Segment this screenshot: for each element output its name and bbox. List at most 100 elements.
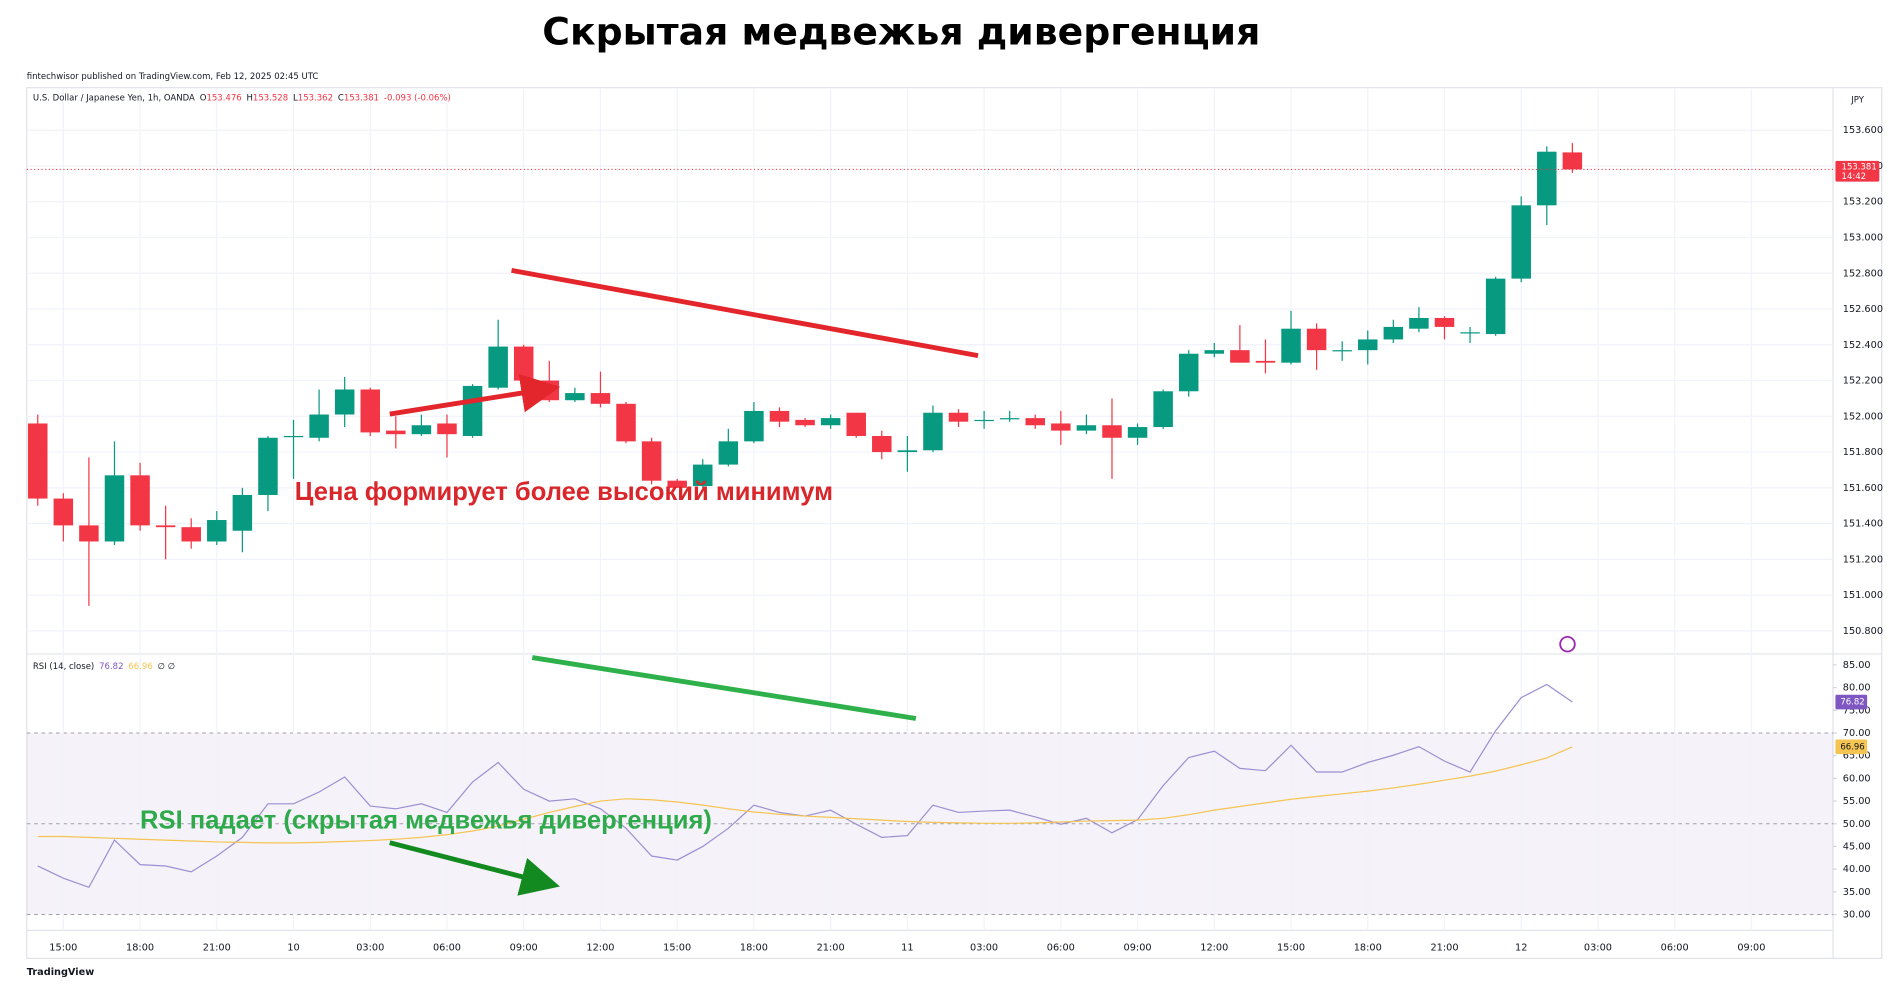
high-letter: H (247, 93, 253, 103)
candle-body (1255, 360, 1276, 363)
x-tick-label: 21:00 (203, 942, 231, 953)
x-tick-label: 21:00 (1430, 942, 1458, 953)
candle-body (1230, 350, 1250, 363)
published-note: fintechwisor published on TradingView.co… (27, 72, 319, 82)
last-price-tag (1835, 160, 1880, 182)
y-tick-label: 153.600 (1843, 125, 1883, 136)
candle-body (1460, 332, 1480, 334)
price-arrow (389, 373, 561, 417)
symbol: U.S. Dollar / Japanese Yen, 1h, OANDA (33, 93, 195, 103)
candle-body (923, 412, 943, 451)
candle-body (1358, 339, 1378, 351)
candle-body (1434, 317, 1455, 327)
y-tick-label: 152.400 (1843, 340, 1883, 351)
x-tick-label: 11 (901, 942, 913, 953)
x-tick-label: 06:00 (433, 942, 461, 953)
rsi-trend-line (531, 655, 917, 721)
x-tick-label: 09:00 (510, 942, 538, 953)
x-tick-label: 03:00 (1584, 942, 1612, 953)
y-tick-label: 35.00 (1843, 887, 1871, 898)
candle-body (181, 527, 201, 542)
price-trend-line (511, 267, 979, 358)
candle-body (232, 494, 253, 531)
candle-body (1537, 151, 1557, 206)
value-tag (1835, 694, 1868, 710)
candle-body (411, 425, 432, 435)
x-tick-label: 21:00 (817, 942, 845, 953)
candle-body (616, 403, 636, 442)
candle-body (1332, 350, 1352, 352)
x-tick-label: 12 (1515, 942, 1527, 953)
candle-body (462, 385, 483, 436)
candle-body (948, 412, 969, 422)
high-value: 153.528 (253, 93, 288, 103)
y-tick-label: 50.00 (1843, 819, 1871, 830)
x-tick-label: 12:00 (1200, 942, 1228, 953)
x-tick-label: 03:00 (970, 942, 998, 953)
x-tick-label: 06:00 (1661, 942, 1689, 953)
y-tick-label: 85.00 (1843, 660, 1871, 671)
price-annotation: Цена формирует более высокий минимум (295, 478, 833, 506)
x-tick-label: 06:00 (1047, 942, 1075, 953)
candle-body (28, 423, 48, 499)
candle-body (258, 437, 278, 495)
candle-body (897, 450, 918, 453)
y-tick-label: 151.600 (1843, 483, 1883, 494)
x-tick-label: 18:00 (126, 942, 154, 953)
y-tick-label: 151.000 (1843, 590, 1883, 601)
candle-body (1409, 317, 1429, 329)
currency: JPY (1850, 95, 1864, 105)
rsi-annotation: RSI падает (скрытая медвежья дивергенция… (140, 807, 712, 835)
x-tick-label: 15:00 (663, 942, 691, 953)
candle-body (1485, 278, 1506, 335)
candle-body (999, 418, 1020, 420)
close-letter: C (338, 93, 344, 103)
y-tick-label: 152.600 (1843, 304, 1883, 315)
y-tick-label: 70.00 (1843, 728, 1871, 739)
y-tick-label: 151.200 (1843, 554, 1883, 565)
brand: TradingView (27, 967, 94, 978)
candle-body (437, 423, 457, 435)
low-value: 153.362 (298, 93, 333, 103)
rsi-value: 76.82 (99, 662, 123, 672)
close-value: 153.381 (344, 93, 379, 103)
rsi-legend: RSI (14, close) 76.82 66.96 ∅ ∅ (33, 662, 175, 672)
y-tick-label: 40.00 (1843, 864, 1871, 875)
candle-body (1153, 391, 1173, 428)
x-tick-label: 15:00 (1277, 942, 1305, 953)
change: -0.093 (-0.06%) (384, 93, 451, 103)
page-title: Скрытая медвежья дивергенция (542, 10, 1260, 54)
rsi-title: RSI (14, close) (33, 662, 94, 672)
candle-body (846, 412, 866, 436)
candle-body (488, 346, 508, 388)
x-tick-label: 09:00 (1737, 942, 1765, 953)
x-tick-label: 18:00 (1354, 942, 1382, 953)
rsi-ma-line (37, 746, 1573, 844)
y-tick-label: 80.00 (1843, 683, 1871, 694)
y-tick-label: 75.00 (1843, 705, 1871, 716)
y-tick-label: 150.800 (1843, 626, 1883, 637)
candle-body (207, 520, 227, 542)
value-tag (1835, 739, 1868, 755)
candle-body (744, 410, 764, 442)
candle-body (1511, 205, 1531, 279)
y-tick-label: 152.000 (1843, 411, 1883, 422)
candle-body (513, 346, 534, 381)
alert-icon[interactable] (1559, 635, 1576, 653)
y-tick-label: 30.00 (1843, 910, 1871, 921)
candle-body (693, 464, 713, 487)
candle-body (386, 430, 406, 435)
candle-body (155, 525, 176, 528)
plot-layer: 30.00 35.00 40.00 45.00 50.00 55.00 60.00 65.00… (26, 87, 1883, 953)
rsi-arrow (389, 840, 560, 896)
candle-body (1281, 328, 1301, 363)
y-tick-label: 60.00 (1843, 773, 1871, 784)
y-tick-label: 55.00 (1843, 796, 1871, 807)
low-letter: L (293, 93, 298, 103)
candle-body (1204, 350, 1225, 354)
open-letter: O (200, 93, 207, 103)
candle-body (1178, 353, 1199, 392)
